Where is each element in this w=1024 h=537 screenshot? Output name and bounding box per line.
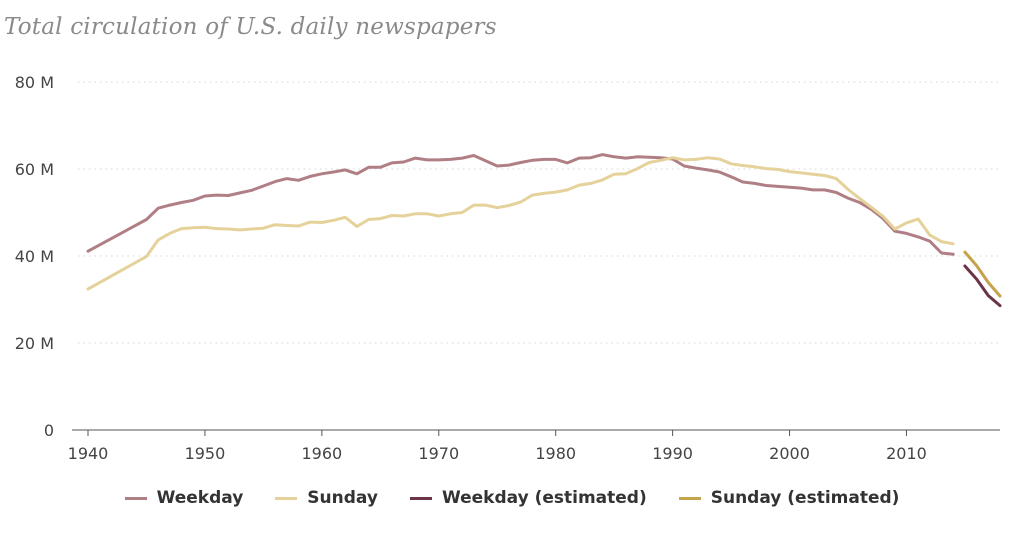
legend-item-sunday-estimated[interactable]: Sunday (estimated) <box>678 488 900 508</box>
x-tick-label: 1940 <box>68 444 109 463</box>
legend-swatch-weekday <box>124 496 147 500</box>
x-tick-label: 1980 <box>535 444 576 463</box>
legend-label-sunday-estimated: Sunday (estimated) <box>710 488 900 508</box>
legend-item-sunday[interactable]: Sunday <box>275 488 378 508</box>
series-lines <box>86 153 1002 308</box>
chart-title: Total circulation of U.S. daily newspape… <box>4 14 497 40</box>
legend-label-weekday: Weekday <box>156 488 244 508</box>
x-axis: 1940 1950 1960 1970 1980 1990 2000 2010 <box>68 429 1000 463</box>
x-tick-label: 1970 <box>418 444 459 463</box>
x-tick-label: 2000 <box>769 444 810 463</box>
legend-swatch-weekday-estimated <box>409 496 432 500</box>
legend-swatch-sunday <box>275 496 298 500</box>
legend-item-weekday-estimated[interactable]: Weekday (estimated) <box>409 488 647 508</box>
y-axis: 0 20 M 40 M 60 M 80 M <box>15 73 54 440</box>
x-tick-label: 1950 <box>185 444 226 463</box>
x-tick-label: 2010 <box>886 444 927 463</box>
y-tick-label: 60 M <box>15 160 54 179</box>
legend-label-sunday: Sunday <box>307 488 378 508</box>
legend-swatch-sunday-estimated <box>678 496 701 500</box>
y-tick-label: 40 M <box>15 247 54 266</box>
series-line-2[interactable] <box>963 264 1002 308</box>
y-tick-label: 80 M <box>15 73 54 92</box>
legend-label-weekday-estimated: Weekday (estimated) <box>441 488 647 508</box>
series-line-1[interactable] <box>86 156 955 291</box>
series-line-3[interactable] <box>963 250 1002 298</box>
x-tick-label: 1990 <box>652 444 693 463</box>
legend-item-weekday[interactable]: Weekday <box>124 488 244 508</box>
series-line-0[interactable] <box>86 153 955 256</box>
x-tick-label: 1960 <box>301 444 342 463</box>
y-tick-label: 0 <box>44 421 54 440</box>
grid-lines <box>78 81 1000 344</box>
y-tick-label: 20 M <box>15 334 54 353</box>
legend: Weekday Sunday Weekday (estimated) Sunda… <box>0 488 1024 508</box>
line-chart: 020 M40 M60 M80 M 1940 1950 1960 1970 1980 19… <box>15 73 1002 463</box>
